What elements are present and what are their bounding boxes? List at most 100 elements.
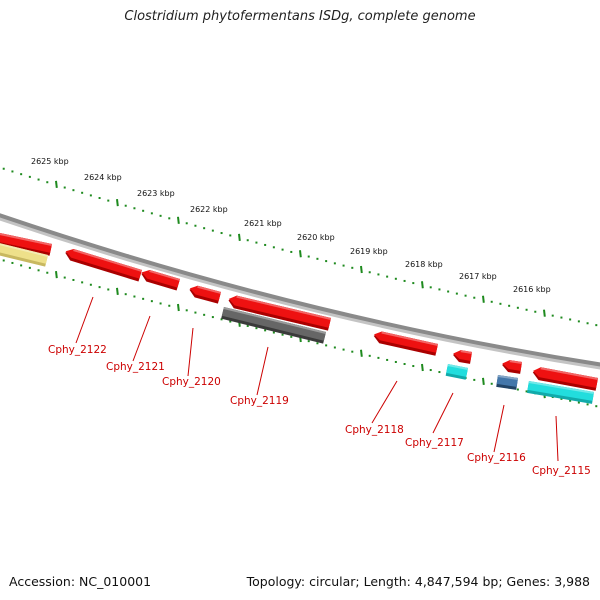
gene-leader-line — [555, 415, 559, 462]
gene-bar-red-9-face — [533, 367, 599, 388]
gene-bar-red-7-body — [453, 350, 473, 364]
gene-bar-red-2-body — [65, 249, 142, 282]
ruler-dot — [551, 314, 554, 317]
ruler-dot — [203, 227, 206, 230]
ruler-dot — [438, 371, 441, 374]
ruler-dot — [351, 266, 354, 269]
ruler-dot — [586, 403, 589, 406]
ruler-dot — [255, 327, 258, 330]
ruler-dot — [264, 243, 267, 246]
ruler-dot — [37, 178, 40, 181]
gene-bar-red-7-highlight — [460, 350, 473, 354]
ruler-dot — [194, 224, 197, 227]
ruler-dot — [333, 262, 336, 265]
gene-labels: Cphy_2122 Cphy_2121 Cphy_2120 Cphy_2119 Cphy… — [48, 296, 591, 477]
gene-label: Cphy_2118 — [345, 424, 404, 436]
accession-text: Accession: NC_010001 — [9, 574, 152, 589]
gene-bar-red-8-body — [502, 360, 523, 374]
gene-label: Cphy_2116 — [467, 452, 526, 464]
gene-bar-red-8-highlight — [509, 360, 523, 364]
gene-bar-cyan-2-face — [527, 381, 595, 401]
ruler-dot — [11, 261, 14, 264]
ruler-dot — [316, 257, 319, 260]
gene-bar-cyan-1 — [445, 364, 469, 380]
gene-label: Cphy_2119 — [230, 395, 289, 407]
gene-bar-red-3-face — [141, 269, 180, 288]
ruler-dot — [185, 222, 188, 225]
ruler-major-tick — [421, 363, 424, 372]
gene-bar-red-1-body — [0, 232, 53, 256]
gene-bar-yellow-face — [0, 242, 49, 264]
gene-bar-red-6-body — [373, 331, 438, 356]
gene-bar-red-4-body — [189, 285, 221, 304]
gene-bar-gray-highlight — [223, 307, 326, 334]
kbp-tick-label: 2619 kbp — [350, 247, 388, 256]
ruler-dot — [473, 296, 476, 299]
ruler-dot — [569, 399, 572, 402]
ruler-dot — [455, 292, 458, 295]
gene-bar-blue-face — [496, 375, 518, 387]
ruler-dot — [403, 279, 406, 282]
gene-bar-red-4 — [189, 285, 221, 304]
ruler-major-tick — [360, 265, 363, 274]
ruler-dot — [63, 186, 66, 189]
ruler-dot — [272, 331, 275, 334]
ruler-dot — [516, 306, 519, 309]
ruler-dot — [246, 324, 249, 327]
gene-leader-line — [493, 404, 505, 453]
ruler-major-tick — [116, 287, 119, 295]
ruler-dot — [281, 248, 284, 251]
gene-bar-red-5 — [228, 295, 331, 331]
gene-leader-line — [187, 327, 194, 377]
ruler-major-tick — [238, 233, 241, 241]
ruler-dot — [377, 273, 380, 276]
ruler-major-tick — [482, 377, 485, 385]
gene-bar-red-3 — [141, 269, 180, 291]
ruler-dot — [586, 322, 589, 325]
ruler-dot — [325, 344, 328, 347]
gene-bar-red-7-face — [453, 350, 473, 361]
gene-bar-red-8 — [502, 360, 523, 374]
ruler-dot — [525, 390, 528, 393]
ruler-major-tick — [177, 216, 180, 224]
ruler-dot — [307, 340, 310, 343]
gene-bar-red-5-body — [228, 295, 331, 331]
ruler-dot — [351, 350, 354, 353]
ruler-dot — [325, 260, 328, 263]
ruler-dot — [595, 405, 598, 408]
ruler-dot — [525, 308, 528, 311]
ruler-dot — [412, 365, 415, 368]
ruler-dot — [81, 191, 84, 194]
ruler-dot — [429, 286, 432, 289]
gene-bar-cyan-1-highlight — [447, 364, 469, 370]
ruler-dot — [89, 283, 92, 286]
ruler-dot — [211, 229, 214, 232]
ruler-dot — [133, 295, 136, 298]
ruler-dot — [98, 286, 101, 289]
gene-bar-blue — [496, 375, 518, 390]
gene-label: Cphy_2117 — [405, 437, 464, 449]
ruler-dot — [316, 342, 319, 345]
ruler-dot — [394, 360, 397, 363]
gene-bar-red-4-highlight — [197, 285, 221, 294]
ruler-dot — [150, 212, 153, 215]
ruler-dot — [290, 250, 293, 253]
ruler-dot — [2, 259, 5, 262]
ruler-dot — [577, 320, 580, 323]
ruler-dot — [63, 276, 66, 279]
ruler-dot — [220, 232, 223, 235]
gene-bar-red-7 — [453, 350, 473, 364]
ruler-dot — [203, 313, 206, 316]
gene-label: Cphy_2122 — [48, 344, 107, 356]
ruler-dot — [20, 173, 23, 176]
gene-bar-yellow-highlight — [0, 242, 49, 257]
ruler-dot — [159, 302, 162, 305]
ruler-dot — [490, 300, 493, 303]
gene-bar-gray-face — [221, 307, 326, 341]
gene-bar-red-6-highlight — [381, 331, 438, 346]
gene-bar-red-1 — [0, 232, 53, 256]
topology-text: Topology: circular; Length: 4,847,594 bp… — [246, 574, 590, 589]
genome-backbone — [0, 213, 600, 367]
ruler-dot — [386, 358, 389, 361]
